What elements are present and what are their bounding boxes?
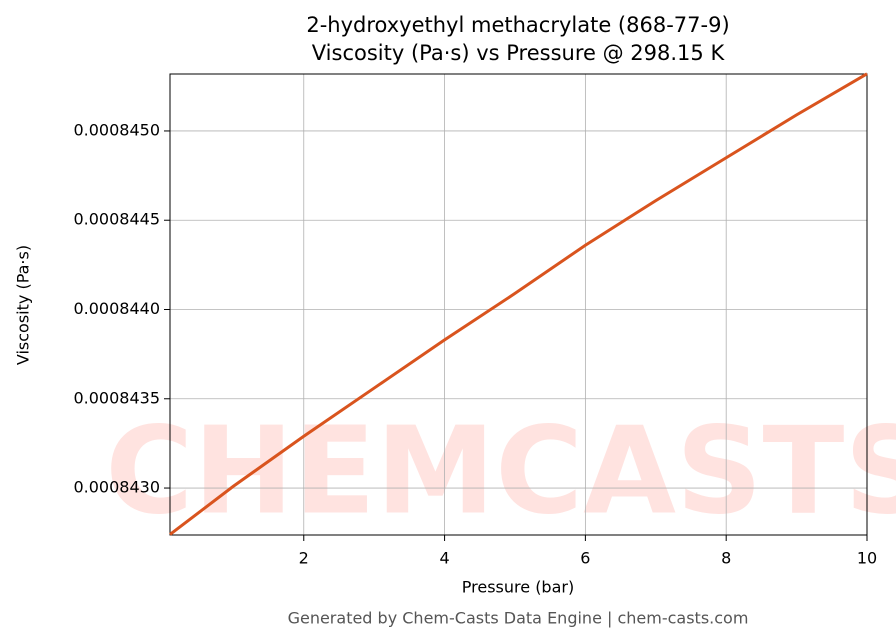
x-tick-label: 10 (857, 549, 877, 568)
y-tick-label: 0.0008450 (73, 120, 160, 139)
x-tick-label: 2 (299, 549, 309, 568)
y-tick-label: 0.0008430 (73, 478, 160, 497)
plot-frame (169, 73, 868, 536)
y-tick-label: 0.0008440 (73, 299, 160, 318)
chart-title: 2-hydroxyethyl methacrylate (868-77-9) (306, 13, 729, 37)
footer: Generated by Chem-Casts Data Engine | ch… (288, 609, 749, 628)
x-tick-label: 6 (580, 549, 590, 568)
chart-subtitle: Viscosity (Pa·s) vs Pressure @ 298.15 K (312, 41, 726, 65)
y-tick-label: 0.0008435 (73, 388, 160, 407)
line (169, 72, 868, 536)
watermark: CHEMCASTS (105, 403, 896, 542)
x-tick-label: 8 (721, 549, 731, 568)
y-axis-label: Viscosity (Pa·s) (14, 245, 33, 365)
x-tick-label: 4 (439, 549, 449, 568)
x-axis-label: Pressure (bar) (462, 578, 574, 597)
y-tick-label: 0.0008445 (73, 210, 160, 229)
